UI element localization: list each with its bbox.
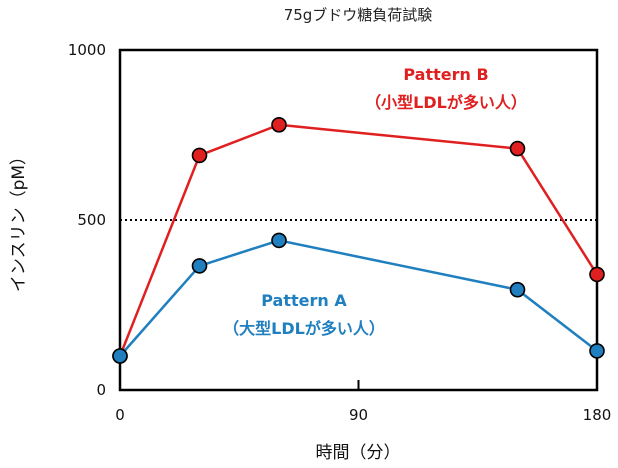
chart-title: 75gブドウ糖負荷試験 [284, 6, 433, 24]
data-point-pattern-a [589, 343, 605, 359]
y-tick-label: 1000 [68, 41, 106, 59]
data-point-pattern-b [509, 140, 526, 157]
y-tick-label: 0 [96, 381, 106, 399]
data-point-pattern-b [589, 266, 605, 283]
data-point-pattern-a [271, 232, 287, 249]
x-tick-label: 180 [583, 406, 612, 424]
annotation-pattern-b-title: Pattern B [403, 65, 488, 84]
annotation-pattern-a-subtitle: （大型LDLが多い人） [223, 319, 385, 338]
x-axis-label: 時間（分） [316, 443, 401, 463]
annotation-pattern-b-subtitle: （小型LDLが多い人） [365, 93, 527, 112]
data-point-pattern-a [509, 281, 526, 298]
annotation-pattern-a-title: Pattern A [261, 291, 347, 310]
series-layer [112, 117, 605, 364]
series-line-pattern-a [119, 239, 598, 357]
axis-ticks: 0 500 1000 0 90 180 [68, 41, 612, 424]
data-point-pattern-b [191, 147, 208, 164]
data-point-pattern-a [191, 258, 208, 274]
x-tick-label: 0 [115, 406, 125, 424]
y-tick-label: 500 [77, 211, 106, 229]
y-axis-label: インスリン（pM） [9, 148, 29, 292]
x-tick-label: 90 [349, 406, 368, 424]
data-point-pattern-b [271, 117, 287, 133]
data-point-pattern-a [112, 348, 128, 364]
